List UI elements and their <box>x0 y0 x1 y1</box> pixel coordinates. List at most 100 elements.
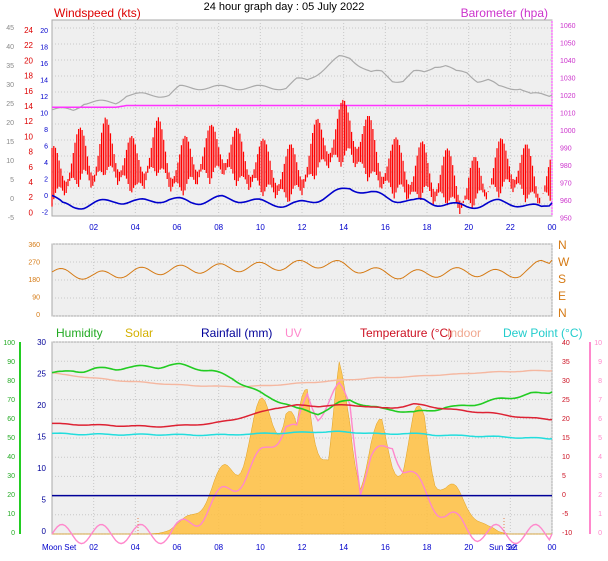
barometer-axis-label: Barometer (hpa) <box>461 6 548 20</box>
humidity-tick: 70 <box>7 397 15 404</box>
temp-x-tick: 14 <box>339 543 348 552</box>
uv-tick: 0 <box>598 530 602 537</box>
humidity-tick: 40 <box>7 454 15 461</box>
uv-tick: 4 <box>598 454 602 461</box>
temp-x-tick: 22 <box>508 543 517 552</box>
rainfall-tick: 0 <box>42 527 47 536</box>
baro-right-tick: 1050 <box>560 41 576 48</box>
rainfall-tick: 30 <box>37 338 46 347</box>
wind-left-blue-tick: 20 <box>40 28 48 35</box>
wind-left-red-tick: 24 <box>24 26 33 35</box>
compass-label: S <box>558 272 566 286</box>
temperature-tick: 10 <box>562 454 570 461</box>
temp-x-tick: 08 <box>214 543 223 552</box>
wind-left-red-tick: 2 <box>29 193 34 202</box>
average-wind-line <box>51 187 553 210</box>
moon-set-label: Moon Set <box>42 543 77 552</box>
wind-x-tick: 04 <box>131 223 140 232</box>
wind-x-tick: 06 <box>173 223 182 232</box>
wind-left-grey-tick: 0 <box>10 196 14 203</box>
dew-point-label: Dew Point (°C) <box>503 326 582 340</box>
uv-tick: 2 <box>598 492 602 499</box>
wind-left-red-tick: 8 <box>29 148 34 157</box>
baro-right-tick: 1040 <box>560 58 576 65</box>
wind-x-tick: 02 <box>89 223 98 232</box>
wind-left-red-tick: 10 <box>24 132 33 141</box>
barometer-line <box>52 104 552 109</box>
indoor-temp-line <box>51 369 553 388</box>
temperature-tick: 25 <box>562 397 570 404</box>
wind-left-blue-tick: 2 <box>44 177 48 184</box>
uv-tick: 8 <box>598 378 602 385</box>
wind-x-tick: 20 <box>464 223 473 232</box>
baro-right-tick: 1060 <box>560 23 576 30</box>
uv-tick: 10 <box>594 340 602 347</box>
direction-tick: 90 <box>32 295 40 302</box>
wind-left-blue-tick: 16 <box>40 61 48 68</box>
humidity-tick: 80 <box>7 378 15 385</box>
uv-label: UV <box>285 326 302 340</box>
wind-left-blue-tick: 0 <box>44 193 48 200</box>
temperature-tick: 30 <box>562 378 570 385</box>
wind-x-tick: 22 <box>506 223 515 232</box>
wind-left-grey-tick: 30 <box>6 82 14 89</box>
baro-right-tick: 1020 <box>560 93 576 100</box>
temperature-label: Temperature (°C) <box>360 326 452 340</box>
wind-left-red-tick: 22 <box>24 41 33 50</box>
temp-x-tick: 00 <box>548 543 557 552</box>
baro-right-tick: 1030 <box>560 76 576 83</box>
direction-tick: 270 <box>28 260 40 267</box>
wind-x-tick: 08 <box>214 223 223 232</box>
direction-tick: 360 <box>28 242 40 249</box>
baro-right-tick: 980 <box>560 163 572 170</box>
temp-x-tick: 18 <box>423 543 432 552</box>
wind-left-red-tick: 4 <box>29 178 34 187</box>
dew-point-line <box>51 430 553 440</box>
humidity-tick: 50 <box>7 435 15 442</box>
wind-left-grey-tick: 10 <box>6 158 14 165</box>
temp-x-tick: 06 <box>173 543 182 552</box>
solar-area <box>52 361 552 535</box>
wind-left-blue-tick: -2 <box>42 210 48 217</box>
compass-label: E <box>558 289 566 303</box>
baro-right-tick: 1010 <box>560 111 576 118</box>
temperature-tick: 35 <box>562 359 570 366</box>
rainfall-label: Rainfall (mm) <box>201 326 272 340</box>
wind-left-grey-tick: 40 <box>6 44 14 51</box>
humidity-tick: 0 <box>11 530 15 537</box>
temp-x-tick: 02 <box>89 543 98 552</box>
baro-right-tick: 1000 <box>560 128 576 135</box>
temp-x-tick: 20 <box>464 543 473 552</box>
wind-left-blue-tick: 12 <box>40 94 48 101</box>
wind-left-red-tick: 14 <box>24 102 33 111</box>
direction-tick: 0 <box>36 312 40 319</box>
direction-tick: 180 <box>28 277 40 284</box>
wind-x-tick: 16 <box>381 223 390 232</box>
grey-trace-line <box>51 54 553 112</box>
solar-label: Solar <box>125 326 153 340</box>
wind-left-grey-tick: 15 <box>6 139 14 146</box>
wind-x-tick: 18 <box>423 223 432 232</box>
rainfall-tick: 5 <box>42 496 47 505</box>
wind-x-tick: 14 <box>339 223 348 232</box>
wind-left-red-tick: 18 <box>24 72 33 81</box>
wind-left-red-tick: 12 <box>24 117 33 126</box>
uv-tick: 9 <box>598 359 602 366</box>
compass-label: N <box>558 238 567 252</box>
rainfall-tick: 10 <box>37 464 46 473</box>
wind-left-blue-tick: 10 <box>40 111 48 118</box>
compass-label: N <box>558 306 567 320</box>
temperature-tick: 5 <box>562 473 566 480</box>
humidity-label: Humidity <box>56 326 103 340</box>
wind-left-grey-tick: 20 <box>6 120 14 127</box>
humidity-tick: 60 <box>7 416 15 423</box>
temperature-line <box>52 402 553 428</box>
graph-title: 24 hour graph day : 05 July 2022 <box>204 1 365 13</box>
rainfall-tick: 15 <box>37 433 46 442</box>
baro-right-tick: 950 <box>560 216 572 223</box>
temperature-tick: 40 <box>562 340 570 347</box>
humidity-line <box>51 362 553 416</box>
uv-tick: 3 <box>598 473 602 480</box>
uv-tick: 5 <box>598 435 602 442</box>
compass-label: W <box>558 255 570 269</box>
